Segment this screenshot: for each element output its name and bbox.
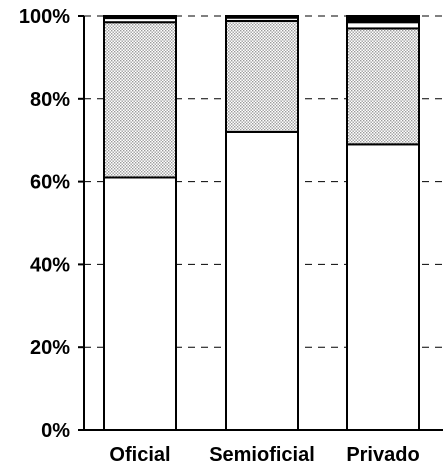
bar-segment-semioficial-4 [225, 15, 299, 19]
axes [78, 15, 443, 431]
y-tick-label-20: 20% [30, 337, 70, 359]
bar-segment-oficial-4 [103, 15, 177, 20]
x-category-label-semioficial: Semioficial [209, 444, 315, 466]
x-category-label-privado: Privado [346, 444, 419, 466]
bar-segment-semioficial-1 [225, 130, 299, 431]
bar-segment-oficial-2 [103, 21, 177, 179]
y-tick-label-100: 100% [19, 6, 70, 28]
bar-segment-privado-1 [346, 143, 420, 431]
bar-segment-oficial-1 [103, 176, 177, 431]
bar-segment-privado-2 [346, 27, 420, 146]
y-tick-label-40: 40% [30, 254, 70, 276]
y-tick-label-60: 60% [30, 172, 70, 194]
y-tick-label-80: 80% [30, 89, 70, 111]
bar-segment-privado-4 [346, 15, 420, 24]
bars [103, 15, 420, 431]
x-category-label-oficial: Oficial [109, 444, 170, 466]
y-tick-labels: 0% 20% 40% 60% 80% 100% [19, 6, 70, 442]
bar-segment-semioficial-2 [225, 19, 299, 133]
y-tick-label-0: 0% [41, 420, 70, 442]
category-labels: Oficial Semioficial Privado [109, 444, 419, 466]
